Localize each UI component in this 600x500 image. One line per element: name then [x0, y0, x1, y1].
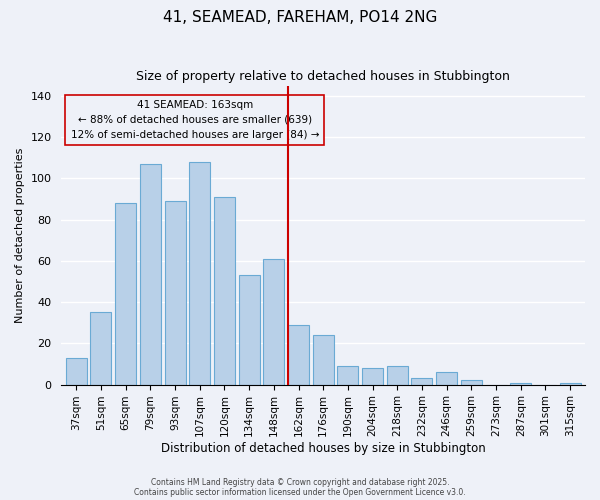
Bar	[239, 276, 260, 384]
Y-axis label: Number of detached properties: Number of detached properties	[15, 148, 25, 323]
Bar	[362, 368, 383, 384]
Bar	[164, 201, 185, 384]
Bar	[436, 372, 457, 384]
Bar	[510, 382, 531, 384]
Bar	[140, 164, 161, 384]
Bar	[288, 325, 309, 384]
Bar	[115, 203, 136, 384]
Bar	[66, 358, 87, 384]
Bar	[214, 197, 235, 384]
Bar	[560, 382, 581, 384]
Bar	[189, 162, 210, 384]
Text: 41 SEAMEAD: 163sqm
← 88% of detached houses are smaller (639)
12% of semi-detach: 41 SEAMEAD: 163sqm ← 88% of detached hou…	[71, 100, 319, 140]
Bar	[387, 366, 408, 384]
Bar	[313, 335, 334, 384]
Bar	[337, 366, 358, 384]
Text: 41, SEAMEAD, FAREHAM, PO14 2NG: 41, SEAMEAD, FAREHAM, PO14 2NG	[163, 10, 437, 25]
X-axis label: Distribution of detached houses by size in Stubbington: Distribution of detached houses by size …	[161, 442, 485, 455]
Title: Size of property relative to detached houses in Stubbington: Size of property relative to detached ho…	[136, 70, 510, 83]
Bar	[91, 312, 112, 384]
Bar	[461, 380, 482, 384]
Bar	[412, 378, 433, 384]
Text: Contains HM Land Registry data © Crown copyright and database right 2025.
Contai: Contains HM Land Registry data © Crown c…	[134, 478, 466, 497]
Bar	[263, 259, 284, 384]
